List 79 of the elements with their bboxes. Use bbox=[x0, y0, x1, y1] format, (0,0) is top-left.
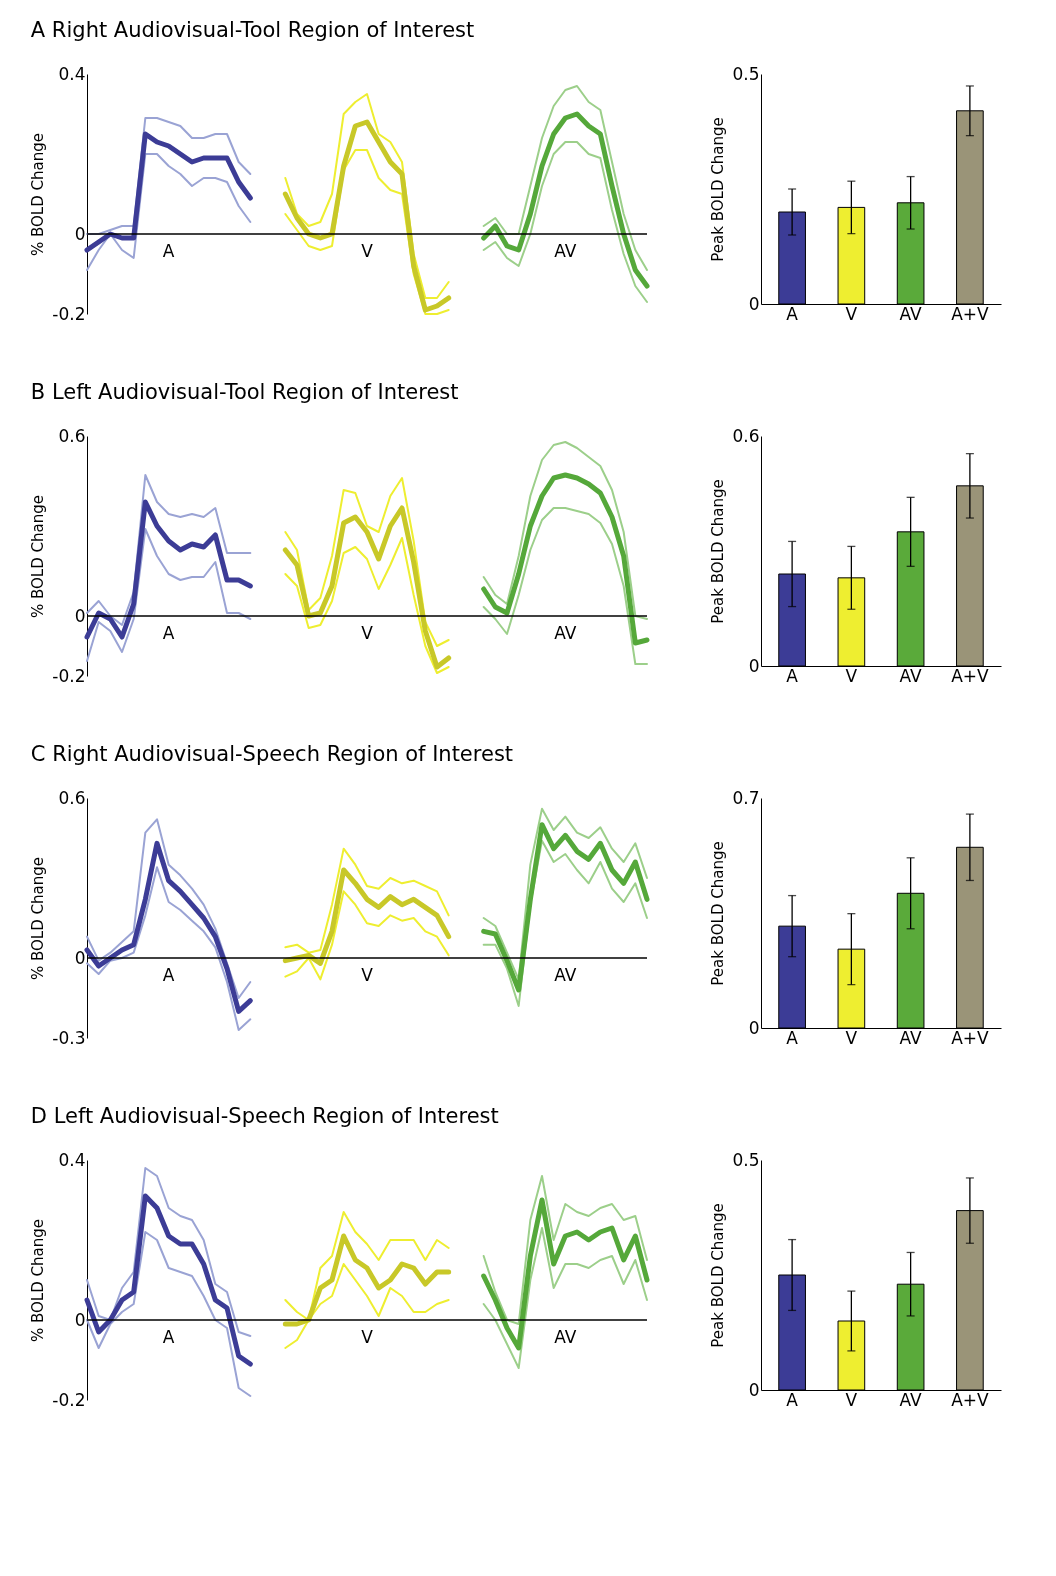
series-label: AV bbox=[554, 1327, 577, 1347]
line-series bbox=[284, 1211, 450, 1321]
x-tick-label: A+V bbox=[951, 303, 989, 324]
x-tick-label: A+V bbox=[951, 665, 989, 686]
x-tick-label: A bbox=[786, 303, 799, 324]
text: V bbox=[361, 965, 374, 985]
y-tick-label: 0 bbox=[748, 293, 760, 314]
chart-title: B Left Audiovisual-Tool Region of Interest bbox=[30, 380, 459, 404]
y-tick-label: 0 bbox=[74, 605, 86, 626]
y-tick-label: 0.4 bbox=[58, 1149, 86, 1170]
line-series bbox=[284, 1263, 450, 1349]
line-series bbox=[86, 866, 252, 1031]
x-tick-label: AV bbox=[899, 1027, 923, 1048]
y-axis-title: Peak BOLD Change bbox=[709, 1203, 728, 1348]
y-axis-title: % BOLD Change bbox=[29, 857, 48, 980]
series-label: AV bbox=[554, 965, 577, 985]
line-series bbox=[482, 807, 648, 981]
text: V bbox=[361, 623, 374, 643]
x-tick-label: V bbox=[845, 1389, 858, 1410]
x-tick-label: A bbox=[786, 665, 799, 686]
x-tick-label: AV bbox=[899, 665, 923, 686]
y-tick-label: 0.6 bbox=[58, 425, 86, 446]
line-series bbox=[86, 1231, 252, 1397]
y-tick-label: 0 bbox=[748, 1017, 760, 1038]
y-tick-label: 0 bbox=[748, 655, 760, 676]
y-axis-title: % BOLD Change bbox=[29, 495, 48, 618]
y-tick-label: -0.2 bbox=[52, 303, 86, 324]
y-tick-label: 0.4 bbox=[58, 63, 86, 84]
y-tick-label: 0.6 bbox=[58, 787, 86, 808]
x-tick-label: A+V bbox=[951, 1027, 989, 1048]
chart-title: C Right Audiovisual-Speech Region of Interest bbox=[30, 742, 514, 766]
y-tick-label: 0.5 bbox=[732, 1149, 760, 1170]
y-tick-label: 0.6 bbox=[732, 425, 760, 446]
text: AV bbox=[554, 623, 577, 643]
line-series bbox=[284, 847, 450, 954]
line-series bbox=[482, 507, 648, 665]
line-series bbox=[86, 818, 252, 999]
line-series bbox=[482, 441, 648, 620]
line-series bbox=[482, 1227, 648, 1369]
y-tick-label: 0.7 bbox=[732, 787, 760, 808]
y-axis-title: Peak BOLD Change bbox=[709, 841, 728, 986]
y-tick-label: -0.2 bbox=[52, 1389, 86, 1410]
y-tick-label: -0.3 bbox=[52, 1027, 86, 1048]
y-axis-title: Peak BOLD Change bbox=[709, 117, 728, 262]
text: A bbox=[162, 965, 175, 985]
y-tick-label: 0 bbox=[74, 223, 86, 244]
line-series bbox=[86, 528, 252, 662]
x-tick-label: V bbox=[845, 303, 858, 324]
chart-title: A Right Audiovisual-Tool Region of Interest bbox=[30, 18, 475, 42]
y-axis-title: Peak BOLD Change bbox=[709, 479, 728, 624]
x-tick-label: AV bbox=[899, 303, 923, 324]
series-label: AV bbox=[554, 241, 577, 261]
line-series bbox=[86, 474, 252, 626]
x-tick-label: V bbox=[845, 665, 858, 686]
x-tick-label: A+V bbox=[951, 1389, 989, 1410]
x-tick-label: A bbox=[786, 1027, 799, 1048]
line-series bbox=[86, 153, 252, 271]
x-tick-label: AV bbox=[899, 1389, 923, 1410]
y-tick-label: -0.2 bbox=[52, 665, 86, 686]
text: V bbox=[361, 1327, 374, 1347]
y-axis-title: % BOLD Change bbox=[29, 1219, 48, 1342]
series-label: A bbox=[162, 623, 175, 643]
chart-title: D Left Audiovisual-Speech Region of Interest bbox=[30, 1104, 499, 1128]
y-tick-label: 0 bbox=[74, 1309, 86, 1330]
y-axis-title: % BOLD Change bbox=[29, 133, 48, 256]
text: A bbox=[162, 1327, 175, 1347]
y-tick-label: 0.5 bbox=[732, 63, 760, 84]
y-tick-label: 0 bbox=[74, 947, 86, 968]
line-series bbox=[482, 1175, 648, 1325]
x-tick-label: A bbox=[786, 1389, 799, 1410]
series-label: A bbox=[162, 241, 175, 261]
x-tick-label: V bbox=[845, 1027, 858, 1048]
y-tick-label: 0 bbox=[748, 1379, 760, 1400]
series-label: V bbox=[361, 241, 374, 261]
line-series bbox=[284, 890, 450, 981]
line-series bbox=[284, 477, 450, 647]
line-series bbox=[482, 85, 648, 271]
line-series bbox=[482, 141, 648, 303]
line-series bbox=[284, 537, 450, 674]
